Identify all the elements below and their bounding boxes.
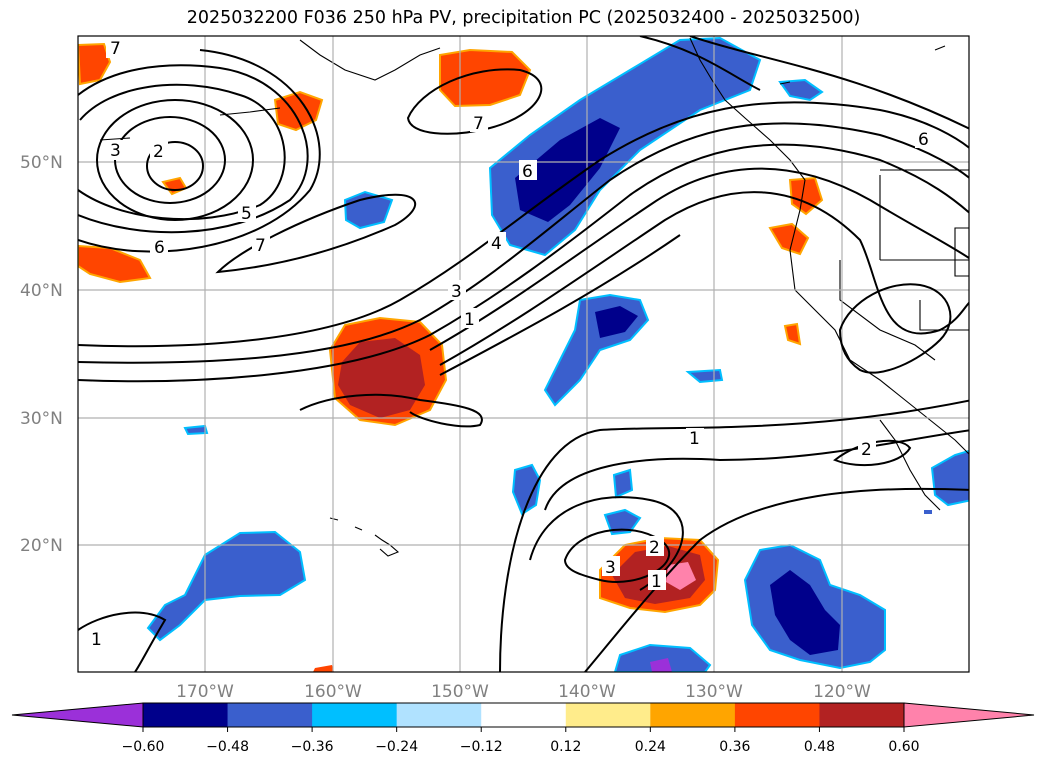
colorbar-tick-label: 0.12: [550, 739, 581, 755]
svg-text:5: 5: [241, 204, 252, 224]
svg-text:1: 1: [651, 572, 662, 592]
svg-text:2: 2: [153, 142, 164, 162]
colorbar-tick-label: −0.60: [122, 739, 165, 755]
colorbar-tick-label: −0.48: [206, 739, 249, 755]
chart-title: 2025032200 F036 250 hPa PV, precipitatio…: [186, 8, 861, 28]
colorbar-segment: [312, 703, 398, 727]
lon-label-170w: 170°W: [176, 682, 234, 702]
svg-text:6: 6: [522, 162, 533, 182]
contour-label-16: 3: [602, 556, 620, 578]
lat-label-40: 40°N: [20, 281, 63, 301]
lat-label-20: 20°N: [20, 536, 63, 556]
contour-label-13: 1: [686, 428, 704, 449]
colorbar-tick-label: 0.60: [888, 739, 919, 755]
contour-label-10: 1: [461, 308, 479, 330]
colorbar-segment: [650, 703, 736, 727]
contour-label-14: 2: [858, 438, 876, 460]
colorbar: −0.60 −0.48 −0.36 −0.24 −0.12 0.12 0.24 0.36 0.4…: [11, 702, 1035, 755]
colorbar-tick-label: −0.12: [460, 739, 503, 755]
svg-text:2: 2: [861, 440, 872, 460]
svg-text:4: 4: [491, 234, 502, 254]
colorbar-tick-label: −0.24: [375, 739, 418, 755]
lat-label-50: 50°N: [20, 153, 63, 173]
graticule: [78, 36, 969, 672]
contour-label-6: 7: [252, 234, 270, 256]
lon-labels: 170°W 160°W 150°W 140°W 130°W 120°W: [176, 682, 871, 702]
svg-text:7: 7: [110, 39, 121, 59]
colorbar-segment: [227, 703, 313, 727]
contour-label-9: 3: [448, 280, 466, 302]
contour-label-2: 3: [107, 140, 125, 161]
colorbar-segment: [819, 703, 905, 727]
svg-text:6: 6: [154, 238, 165, 258]
svg-text:1: 1: [91, 630, 102, 650]
lat-labels: 50°N 40°N 30°N 20°N: [20, 153, 63, 556]
colorbar-tick-label: 0.24: [635, 739, 666, 755]
colorbar-segment: [481, 703, 567, 727]
contour-label-7: 6: [519, 160, 537, 182]
contour-label-4: 5: [238, 202, 256, 224]
colorbar-segment: [143, 703, 229, 727]
lat-label-30: 30°N: [20, 409, 63, 429]
contour-label-18: 1: [88, 628, 106, 650]
svg-text:2: 2: [649, 538, 660, 558]
colorbar-segment: [396, 703, 482, 727]
colorbar-tick-label: 0.48: [804, 739, 835, 755]
colorbar-segment: [734, 703, 820, 727]
contour-label-1: 7: [106, 38, 124, 59]
lon-label-160w: 160°W: [304, 682, 362, 702]
lon-label-150w: 150°W: [431, 682, 489, 702]
svg-text:6: 6: [918, 130, 929, 150]
svg-text:3: 3: [110, 141, 121, 161]
coastlines: [99, 37, 969, 557]
colorbar-segment: [904, 703, 1034, 727]
colorbar-tick-label: −0.36: [291, 739, 334, 755]
contour-label-12: 6: [915, 128, 933, 150]
svg-text:3: 3: [605, 558, 616, 578]
contour-label-15: 2: [646, 536, 664, 558]
colorbar-tick-label: 0.36: [719, 739, 750, 755]
plot-frame: [77, 35, 970, 673]
contour-label-11: 7: [470, 112, 488, 134]
contour-label-5: 6: [150, 236, 168, 258]
svg-text:1: 1: [689, 429, 700, 449]
lon-label-140w: 140°W: [558, 682, 616, 702]
contour-labels: 7 3 2 5 6 7 6 4 3 1 7 6 1 2 2 3 1 1: [88, 38, 933, 650]
svg-text:7: 7: [255, 236, 266, 256]
svg-text:3: 3: [451, 282, 462, 302]
contour-label-17: 1: [648, 570, 666, 592]
svg-text:1: 1: [464, 310, 475, 330]
colorbar-segment: [565, 703, 651, 727]
colorbar-frame: [142, 702, 905, 728]
lon-label-120w: 120°W: [813, 682, 871, 702]
contour-label-3: 2: [150, 140, 168, 162]
lon-label-130w: 130°W: [685, 682, 743, 702]
contour-label-8: 4: [488, 232, 506, 254]
pv-contours: [78, 36, 969, 672]
svg-text:7: 7: [473, 114, 484, 134]
colorbar-segment: [12, 703, 143, 727]
